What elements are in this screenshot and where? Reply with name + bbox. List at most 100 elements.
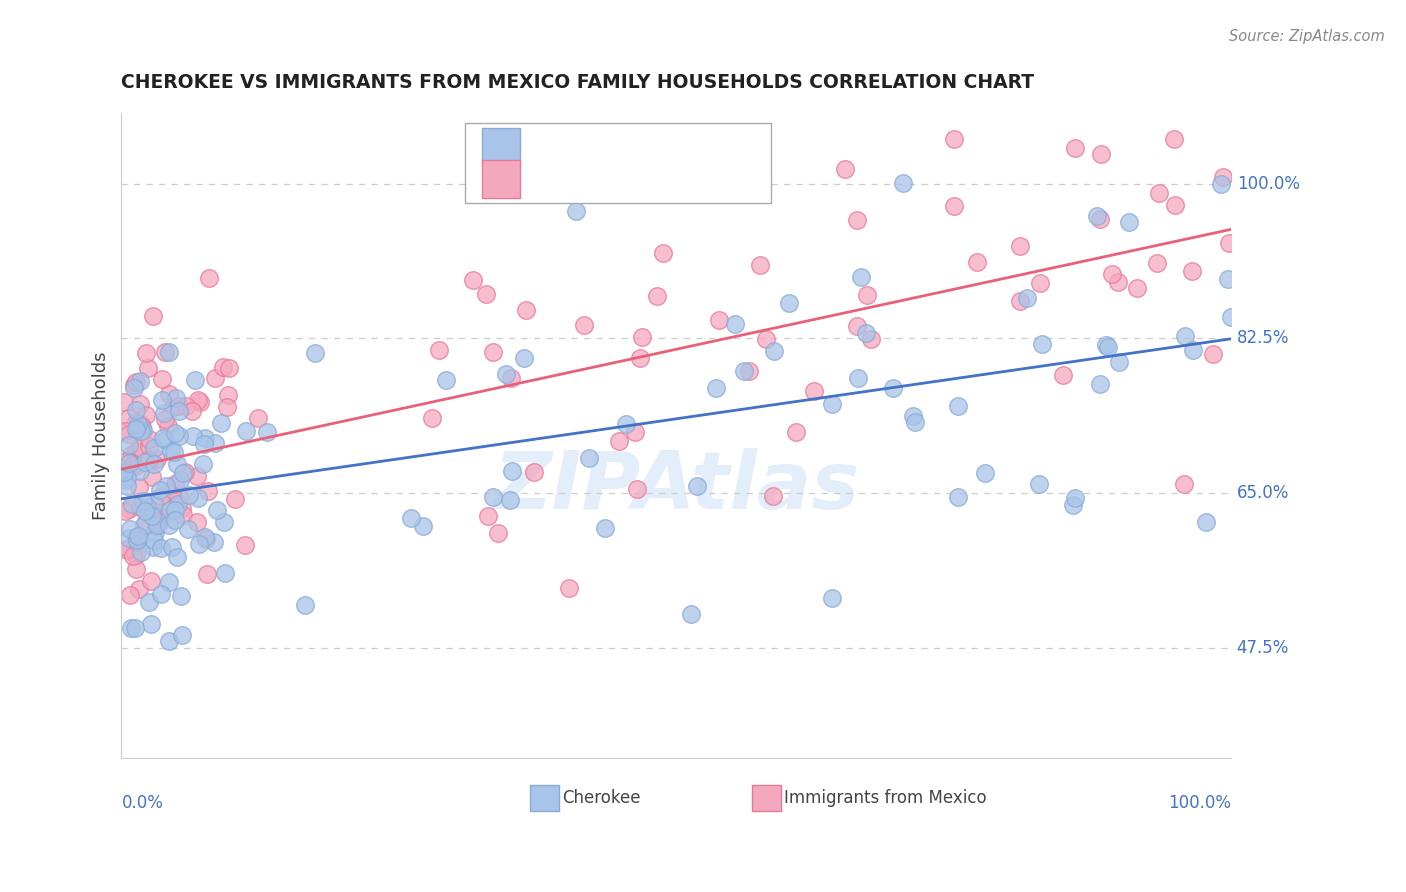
Point (1101, 268, 1123, 282)
Point (153, 434, 176, 448)
Point (1064, 491, 1087, 505)
Point (593, 521, 616, 535)
Point (474, 286, 496, 301)
Point (188, 394, 211, 409)
Point (1063, 498, 1085, 512)
Point (135, 346, 157, 360)
Point (1108, 355, 1130, 369)
Point (159, 444, 181, 458)
Point (180, 403, 202, 417)
Point (195, 533, 218, 547)
Point (607, 434, 630, 449)
Point (124, 621, 146, 635)
Point (187, 393, 209, 408)
Point (169, 489, 191, 503)
Point (128, 582, 150, 596)
Point (477, 508, 499, 523)
Point (127, 529, 149, 543)
Point (204, 371, 226, 385)
Point (125, 533, 148, 547)
Point (434, 373, 457, 387)
Point (247, 411, 270, 425)
Point (821, 591, 844, 606)
Point (748, 258, 770, 272)
Text: 82.5%: 82.5% (1237, 329, 1289, 347)
Point (174, 399, 197, 413)
Point (183, 429, 205, 443)
Point (481, 345, 503, 359)
Point (214, 566, 236, 581)
Point (138, 439, 160, 453)
Point (785, 425, 807, 439)
Point (114, 425, 136, 439)
Point (150, 490, 173, 504)
Text: 65.0%: 65.0% (1237, 484, 1289, 502)
Point (118, 522, 141, 536)
Point (112, 466, 135, 480)
Point (946, 399, 969, 413)
Point (134, 504, 156, 518)
Point (139, 617, 162, 632)
Point (846, 318, 869, 333)
Point (482, 491, 505, 505)
Point (973, 467, 995, 481)
Point (128, 397, 150, 411)
Point (197, 483, 219, 498)
Point (115, 471, 138, 485)
Point (1010, 293, 1032, 308)
Point (1125, 281, 1147, 295)
Point (1118, 215, 1140, 229)
Point (1097, 340, 1119, 354)
Point (141, 508, 163, 523)
Point (111, 461, 134, 475)
Point (1219, 310, 1241, 324)
Point (1181, 343, 1204, 357)
Point (1209, 177, 1232, 191)
Point (1088, 377, 1111, 392)
Text: N =: N = (633, 137, 685, 156)
Point (135, 500, 157, 514)
Point (152, 431, 174, 445)
Point (412, 519, 434, 533)
Point (163, 477, 186, 491)
Point (1085, 209, 1108, 223)
Point (188, 536, 211, 550)
Point (128, 479, 150, 493)
Text: 47.5%: 47.5% (1237, 639, 1289, 657)
Point (172, 466, 194, 480)
Point (138, 452, 160, 467)
Point (704, 381, 727, 395)
Point (186, 515, 208, 529)
Point (121, 497, 143, 511)
Point (1147, 186, 1170, 200)
Point (626, 483, 648, 497)
Point (117, 454, 139, 468)
Point (1031, 337, 1053, 351)
Point (157, 386, 180, 401)
Point (169, 429, 191, 443)
Point (859, 332, 882, 346)
Point (846, 370, 869, 384)
Point (211, 359, 233, 374)
Point (1218, 272, 1240, 286)
Point (495, 367, 517, 381)
Point (761, 489, 783, 503)
Point (903, 409, 925, 424)
Point (141, 574, 163, 588)
Point (134, 517, 156, 532)
Point (117, 453, 139, 467)
Point (122, 378, 145, 392)
Point (215, 400, 238, 414)
Point (193, 437, 215, 451)
Text: ZIPAtlas: ZIPAtlas (494, 449, 859, 526)
Point (172, 508, 194, 522)
Text: R =: R = (531, 170, 569, 188)
Point (1173, 476, 1195, 491)
Point (1212, 169, 1234, 184)
Point (143, 458, 166, 472)
Point (184, 374, 207, 388)
Point (120, 448, 142, 462)
Point (177, 522, 200, 536)
Point (167, 403, 190, 417)
FancyBboxPatch shape (752, 785, 780, 811)
